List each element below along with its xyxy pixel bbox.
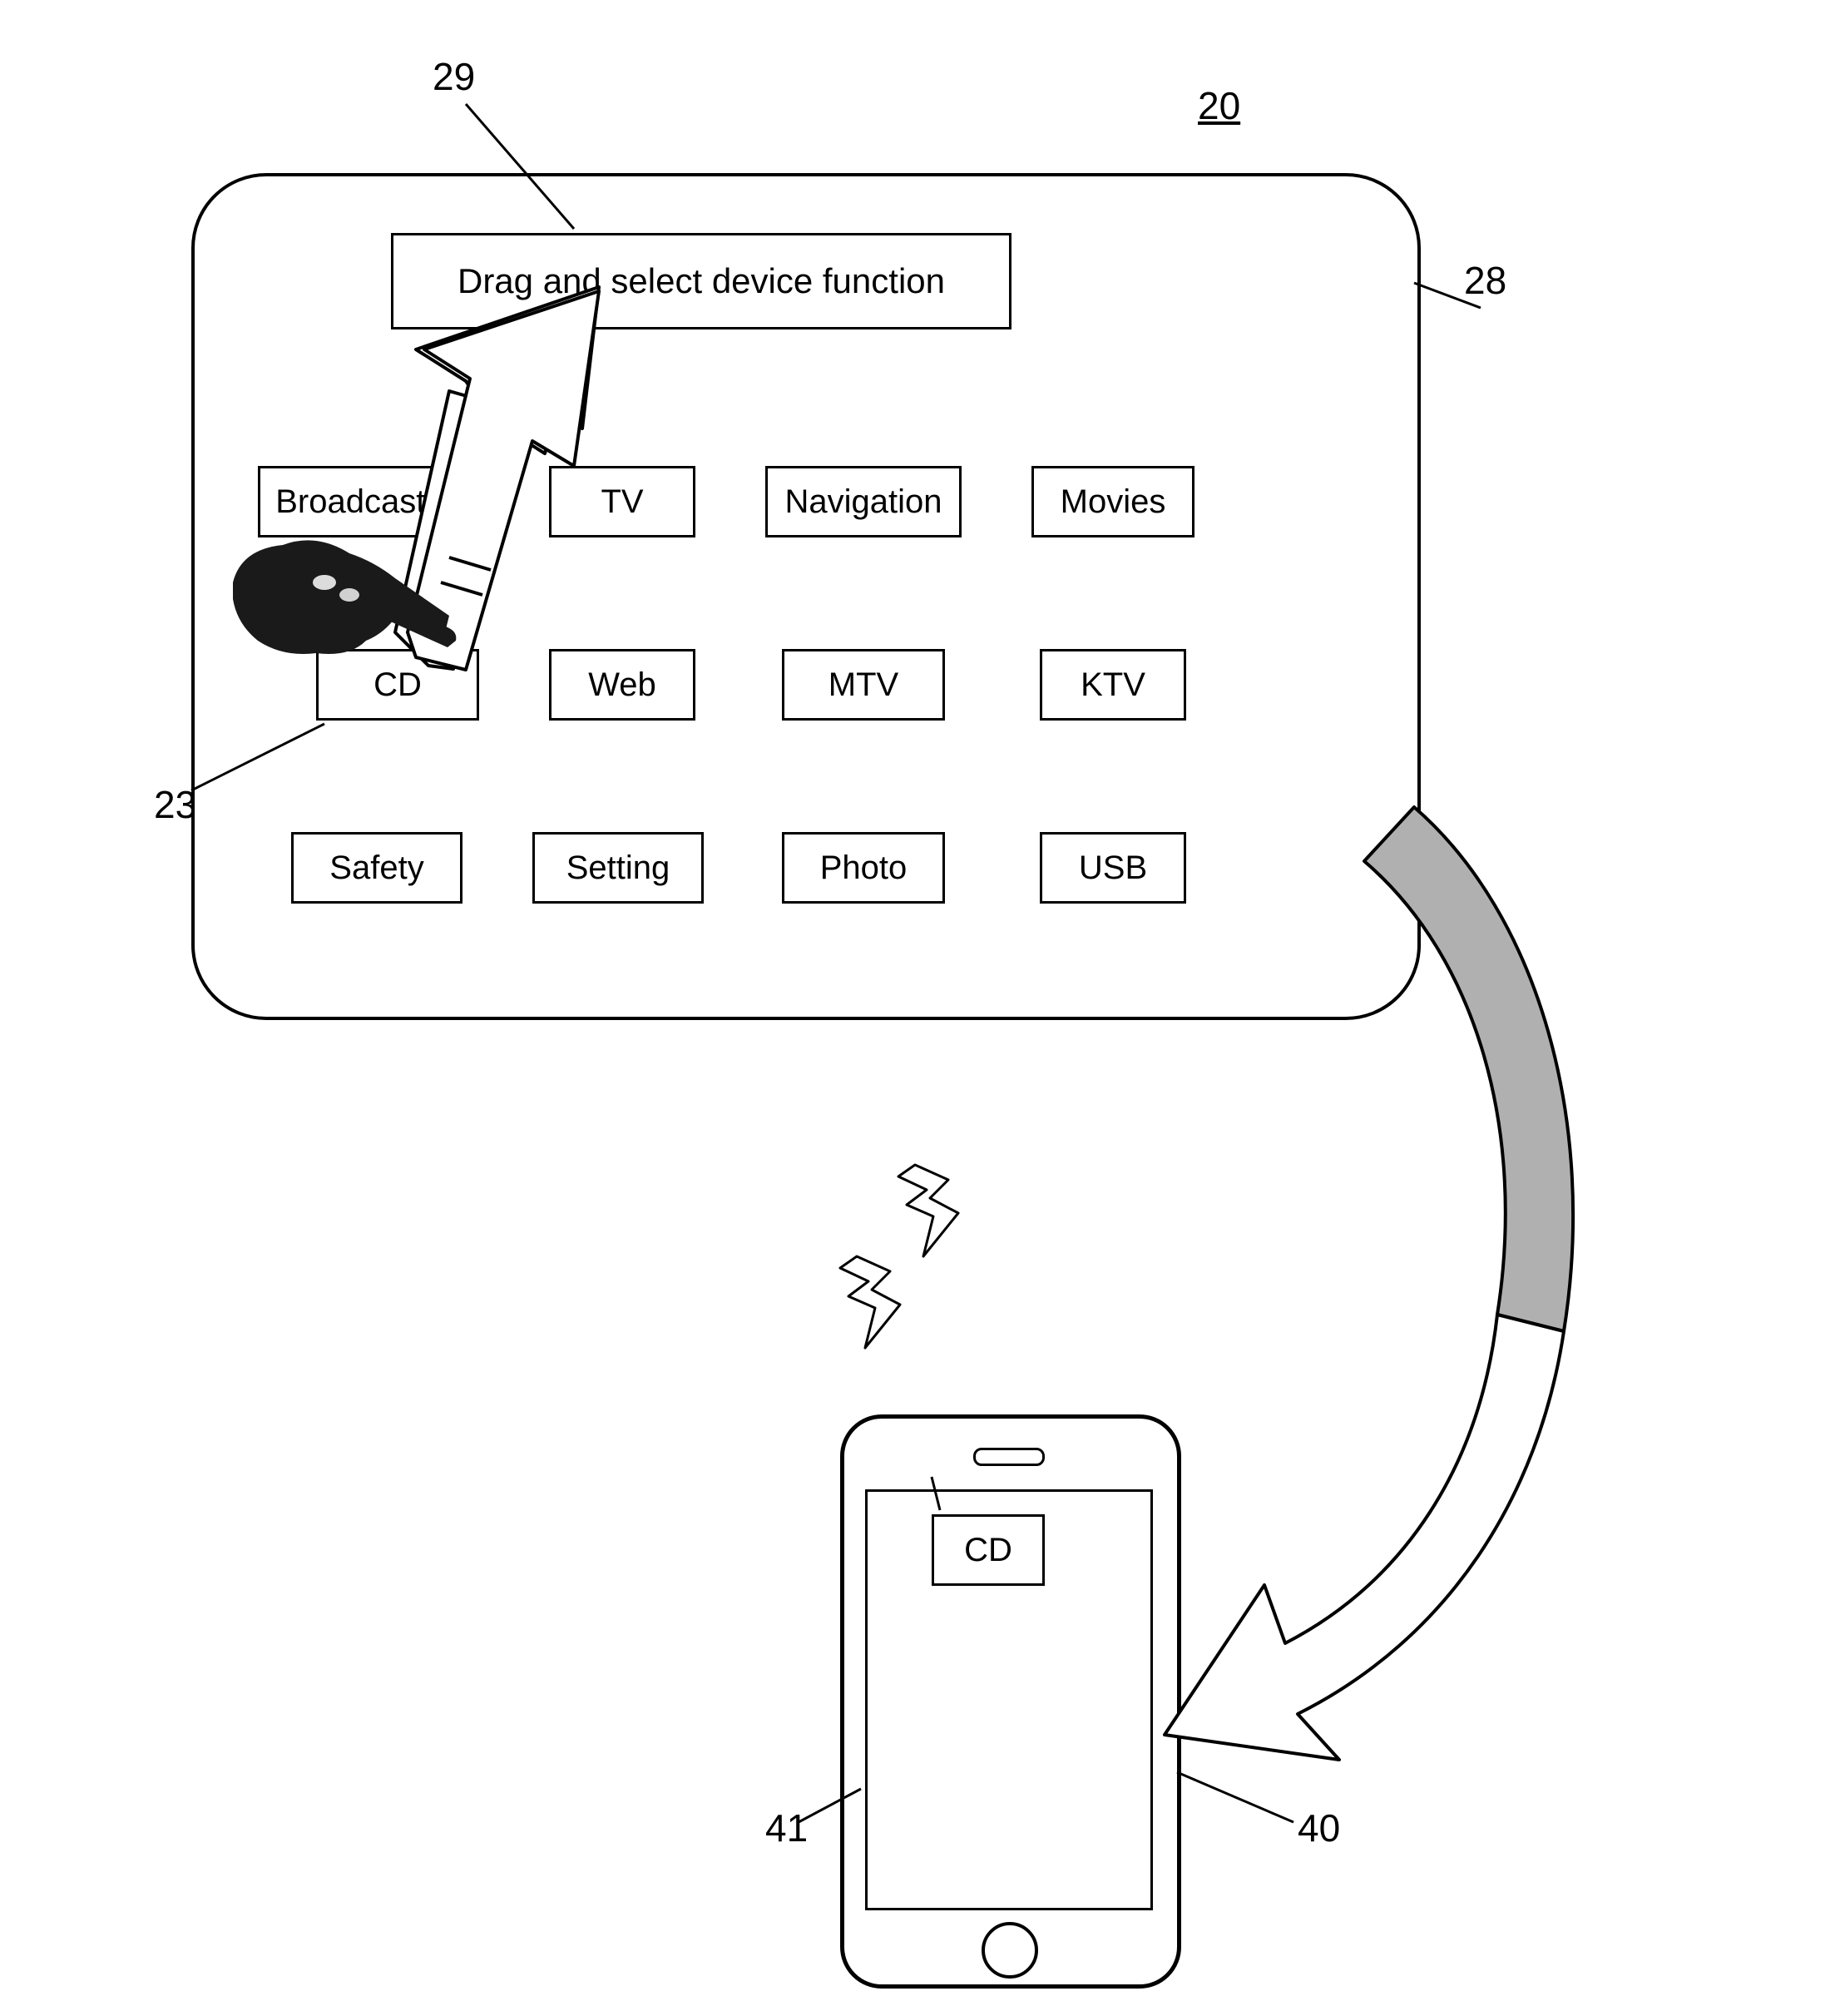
ref-29: 29 xyxy=(433,54,475,99)
ref-40: 40 xyxy=(1298,1805,1340,1850)
func-photo[interactable]: Photo xyxy=(782,832,945,904)
ref-28: 28 xyxy=(1464,258,1506,303)
leader-40 xyxy=(1177,1772,1293,1822)
func-movies[interactable]: Movies xyxy=(1031,466,1194,537)
diagram-canvas: 29 20 28 23 23 41 40 Drag and select dev… xyxy=(0,0,1835,2016)
title-box: Drag and select device function xyxy=(391,233,1011,329)
func-label: MTV xyxy=(828,666,898,704)
func-label: KTV xyxy=(1081,666,1145,704)
func-label: Movies xyxy=(1061,483,1166,521)
phone-cd-box[interactable]: CD xyxy=(932,1514,1045,1586)
title-text: Drag and select device function xyxy=(458,261,945,301)
func-label: Broadcasting xyxy=(275,483,469,521)
lightning-icon-2 xyxy=(840,1256,900,1348)
func-web[interactable]: Web xyxy=(549,649,695,721)
phone-home-button[interactable] xyxy=(982,1922,1038,1979)
ref-23-top: 23 xyxy=(154,782,196,827)
func-broadcasting[interactable]: Broadcasting xyxy=(258,466,487,537)
func-label: CD xyxy=(373,666,422,704)
func-ktv[interactable]: KTV xyxy=(1040,649,1186,721)
func-safety[interactable]: Safety xyxy=(291,832,462,904)
func-label: TV xyxy=(601,483,643,521)
phone-cd-label: CD xyxy=(964,1532,1012,1569)
func-mtv[interactable]: MTV xyxy=(782,649,945,721)
phone-speaker xyxy=(973,1448,1045,1466)
func-navigation[interactable]: Navigation xyxy=(765,466,962,537)
ref-41: 41 xyxy=(765,1805,808,1850)
func-label: Web xyxy=(588,666,656,704)
func-usb[interactable]: USB xyxy=(1040,832,1186,904)
func-label: Photo xyxy=(820,849,908,887)
lightning-icon-1 xyxy=(898,1165,958,1256)
func-cd[interactable]: CD xyxy=(316,649,479,721)
func-label: Safety xyxy=(329,849,423,887)
func-setting[interactable]: Setting xyxy=(532,832,704,904)
func-label: Setting xyxy=(566,849,670,887)
func-label: USB xyxy=(1079,849,1147,887)
ref-20: 20 xyxy=(1198,83,1240,128)
func-label: Navigation xyxy=(784,483,942,521)
func-tv[interactable]: TV xyxy=(549,466,695,537)
